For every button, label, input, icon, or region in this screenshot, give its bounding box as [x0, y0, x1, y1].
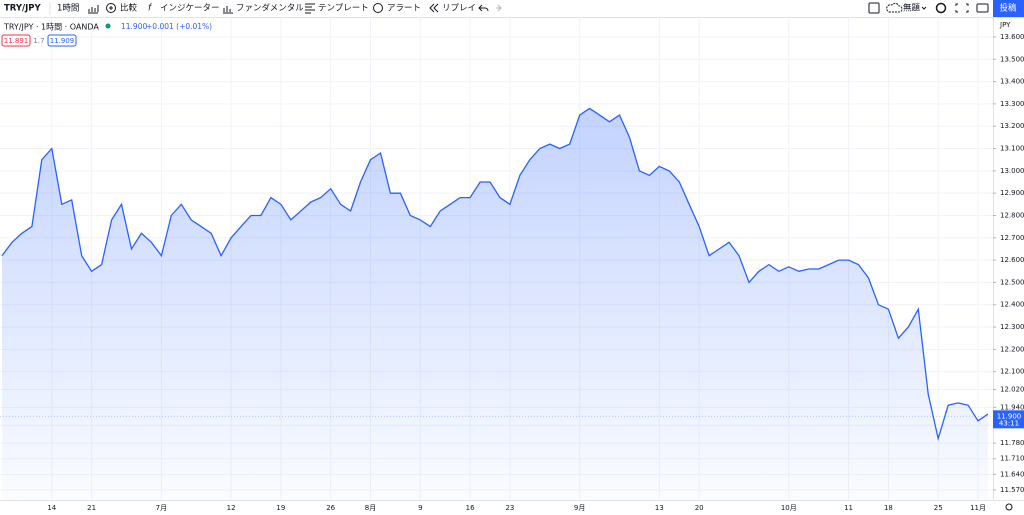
- x-tick-label: 23: [505, 504, 514, 512]
- snapshot-button[interactable]: [976, 3, 989, 13]
- layout-name[interactable]: 無題: [903, 3, 921, 14]
- replay-button[interactable]: リプレイ: [442, 4, 476, 14]
- y-tick-label: 12.700: [1000, 234, 1024, 242]
- y-tick-label: 11.640: [1000, 470, 1024, 478]
- y-tick-label: 13.100: [1000, 145, 1024, 153]
- x-tick-label: 16: [466, 504, 475, 512]
- x-tick-label: 12: [227, 504, 236, 512]
- last-price-label: 11.900: [997, 412, 1022, 420]
- x-tick-label: 7月: [156, 504, 167, 512]
- indicators-button[interactable]: インジケーター: [160, 4, 220, 14]
- templates-icon[interactable]: [305, 3, 315, 14]
- interval-button[interactable]: 1時間: [57, 4, 79, 14]
- x-tick-label: 20: [695, 504, 704, 512]
- y-tick-label: 12.400: [1000, 301, 1024, 309]
- x-tick-label: 19: [276, 504, 285, 512]
- toolbar: [0, 0, 1024, 17]
- spread: 1.7: [33, 37, 44, 45]
- y-tick-label: 13.000: [1000, 167, 1024, 175]
- publish-label: 投稿: [999, 3, 1017, 14]
- x-tick-label: 21: [87, 504, 96, 512]
- fullscreen-toggle[interactable]: [868, 2, 880, 14]
- axis-settings[interactable]: [1005, 503, 1013, 511]
- fundamentals-icon[interactable]: [223, 6, 233, 14]
- ask-price: 11.909: [50, 37, 75, 45]
- alert-button[interactable]: アラート: [387, 4, 421, 14]
- legend-price: 11.900: [121, 22, 147, 31]
- y-tick-label: 11.570: [1000, 486, 1024, 494]
- x-tick-label: 26: [326, 504, 335, 512]
- fundamentals-button[interactable]: ファンダメンタル: [236, 3, 304, 14]
- y-tick-label: 11.780: [1000, 439, 1024, 447]
- compare-plus: [109, 6, 113, 10]
- area-fill: [2, 108, 988, 501]
- settings-button[interactable]: [935, 2, 947, 14]
- y-tick-label: 12.500: [1000, 278, 1024, 286]
- y-tick-label: 13.400: [1000, 78, 1024, 86]
- y-tick-label: 12.200: [1000, 345, 1024, 353]
- templates-button[interactable]: テンプレート: [318, 4, 369, 14]
- symbol-button[interactable]: TRY/JPY: [4, 4, 42, 14]
- compare-button[interactable]: 比較: [120, 3, 138, 14]
- x-tick-label: 13: [655, 504, 664, 512]
- x-tick-label: 9月: [574, 504, 585, 512]
- y-tick-label: 13.500: [1000, 55, 1024, 63]
- price-line: [1, 107, 989, 442]
- x-tick-label: 11月: [970, 504, 986, 512]
- bid-price: 11.891: [4, 37, 29, 45]
- save-icon[interactable]: [886, 2, 903, 13]
- legend-title: TRY/JPY · 1時間 · OANDA: [3, 23, 99, 32]
- y-tick-label: 12.020: [1000, 386, 1024, 394]
- x-tick-label: 25: [934, 504, 943, 512]
- y-tick-label: 12.900: [1000, 189, 1024, 197]
- last-price-tag: [993, 410, 1024, 429]
- undo-button[interactable]: [478, 4, 489, 12]
- y-tick-label: 13.600: [1000, 33, 1024, 41]
- currency-label[interactable]: JPY: [999, 21, 1011, 29]
- redo-button[interactable]: [496, 4, 502, 12]
- bar-countdown: 43:11: [999, 419, 1019, 427]
- y-tick-label: 13.300: [1000, 100, 1024, 108]
- x-tick-label: 11: [844, 504, 853, 512]
- replay-icon[interactable]: [429, 3, 439, 13]
- x-tick-label: 8月: [365, 504, 376, 512]
- ask-box[interactable]: [47, 34, 77, 47]
- market-status: [105, 23, 111, 29]
- y-tick-label: 12.600: [1000, 256, 1024, 264]
- layout-menu[interactable]: [921, 6, 927, 10]
- x-tick-label: 14: [47, 504, 56, 512]
- legend-change: +0.001 (+0.01%): [146, 22, 212, 31]
- x-tick-label: 9: [418, 504, 422, 512]
- maximize-button[interactable]: [955, 3, 969, 13]
- y-tick-label: 12.800: [1000, 211, 1024, 219]
- y-tick-label: 11.710: [1000, 455, 1024, 463]
- y-tick-label: 12.100: [1000, 368, 1024, 376]
- y-tick-label: 13.200: [1000, 122, 1024, 130]
- x-tick-label: 10月: [781, 504, 797, 512]
- publish-button[interactable]: [993, 0, 1024, 17]
- chart-type-button[interactable]: [88, 5, 99, 14]
- indicator-icon[interactable]: f: [148, 4, 153, 14]
- x-tick-label: 18: [884, 504, 893, 512]
- alert-icon[interactable]: [373, 3, 383, 13]
- bid-box[interactable]: [1, 34, 31, 47]
- y-tick-label: 12.300: [1000, 323, 1024, 331]
- y-tick-label: 11.940: [1000, 403, 1024, 411]
- compare-icon[interactable]: [106, 3, 116, 13]
